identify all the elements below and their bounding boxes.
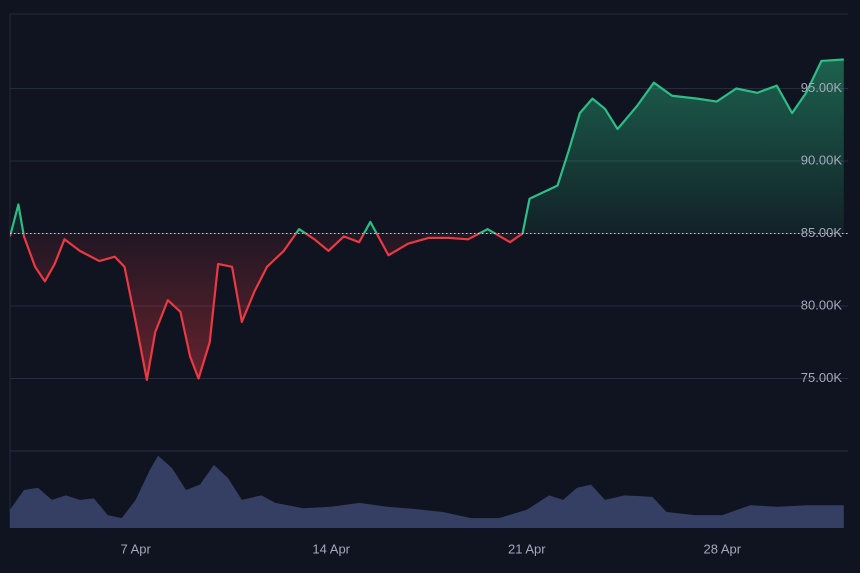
x-tick-label: 28 Apr (704, 541, 742, 556)
area-above (10, 59, 844, 234)
line-above (10, 58, 844, 234)
volume-area (10, 455, 844, 528)
y-tick-label: 95.00K (801, 80, 843, 95)
y-tick-label: 90.00K (801, 152, 843, 167)
x-tick-label: 21 Apr (508, 541, 546, 556)
y-tick-label: 80.00K (801, 297, 843, 312)
line-below (10, 233, 524, 382)
x-tick-label: 7 Apr (121, 541, 152, 556)
y-tick-label: 85.00K (801, 225, 843, 240)
y-tick-label: 75.00K (801, 370, 843, 385)
area-below (10, 233, 844, 380)
x-tick-label: 14 Apr (312, 541, 350, 556)
